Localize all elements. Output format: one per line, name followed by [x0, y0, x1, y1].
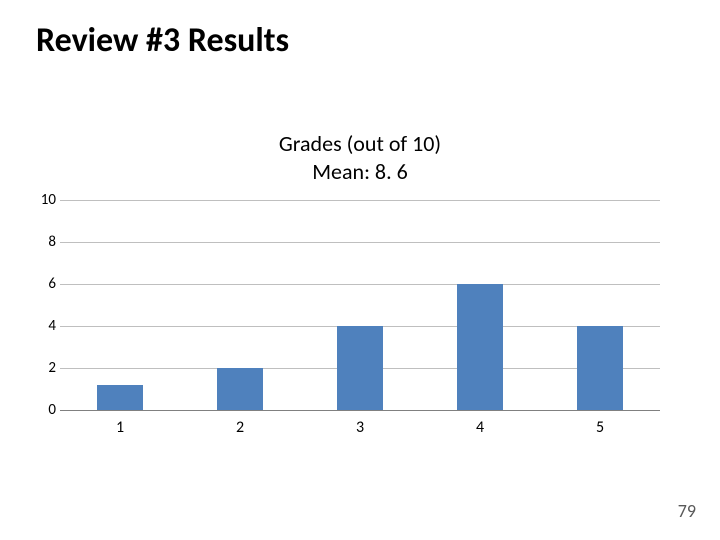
bar-chart: 0246810 12345 — [60, 200, 660, 410]
x-tick-label: 4 — [476, 418, 484, 437]
y-tick-label: 8 — [28, 233, 56, 251]
page-number: 79 — [678, 500, 696, 522]
bar — [457, 284, 503, 410]
chart-title-line1: Grades (out of 10) — [279, 130, 441, 157]
bar — [97, 385, 143, 410]
gridline — [60, 410, 660, 411]
chart-title: Grades (out of 10) Mean: 8. 6 — [0, 130, 720, 185]
y-tick-label: 0 — [28, 401, 56, 419]
x-tick-label: 2 — [236, 418, 244, 437]
y-tick-label: 6 — [28, 275, 56, 293]
bar — [337, 326, 383, 410]
y-tick-label: 4 — [28, 317, 56, 335]
x-tick-label: 3 — [356, 418, 364, 437]
bar — [577, 326, 623, 410]
slide: Review #3 Results Grades (out of 10) Mea… — [0, 0, 720, 540]
x-tick-label: 1 — [116, 418, 124, 437]
x-tick-label: 5 — [596, 418, 604, 437]
chart-title-line2: Mean: 8. 6 — [312, 158, 408, 185]
bar — [217, 368, 263, 410]
bars-container — [60, 200, 660, 410]
y-tick-label: 2 — [28, 359, 56, 377]
y-tick-label: 10 — [28, 191, 56, 209]
page-title: Review #3 Results — [36, 20, 289, 61]
